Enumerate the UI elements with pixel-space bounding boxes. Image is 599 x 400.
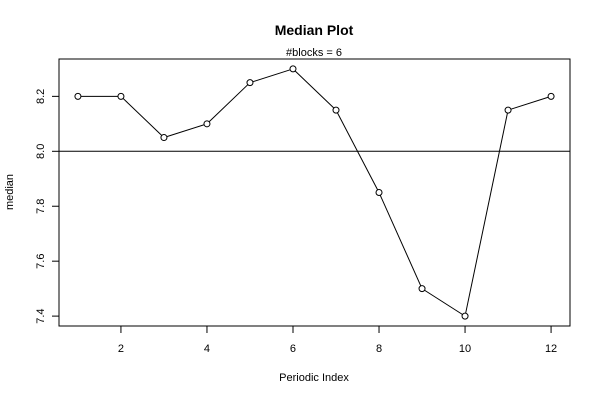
- series-segment: [465, 112, 508, 314]
- data-point: [117, 92, 125, 100]
- series-segment: [208, 84, 249, 123]
- y-tick-label: 7.6: [35, 254, 47, 269]
- series-segment: [294, 70, 335, 109]
- x-axis-label: Periodic Index: [279, 372, 349, 384]
- data-point: [418, 285, 426, 293]
- data-point: [332, 106, 340, 114]
- chart-title: Median Plot: [275, 22, 354, 38]
- series-segment: [336, 112, 379, 191]
- x-tick-label: 2: [118, 343, 124, 355]
- data-point: [547, 92, 555, 100]
- x-tick-label: 8: [376, 343, 382, 355]
- data-point: [74, 92, 82, 100]
- plot-box: [58, 58, 571, 327]
- data-point: [461, 312, 469, 320]
- x-tick-label: 6: [290, 343, 296, 355]
- chart-subtitle: #blocks = 6: [286, 47, 342, 59]
- y-tick-label: 8.0: [35, 144, 47, 159]
- series-segment: [252, 69, 291, 83]
- y-tick-label: 8.2: [35, 89, 47, 104]
- data-point: [289, 65, 297, 73]
- data-point: [375, 189, 383, 196]
- data-point: [160, 134, 168, 142]
- x-tick-label: 4: [204, 343, 210, 355]
- y-tick-label: 7.4: [35, 308, 47, 323]
- series-segment: [424, 289, 463, 315]
- data-point: [203, 120, 211, 128]
- series-segment: [379, 195, 422, 287]
- x-tick-label: 12: [545, 343, 557, 355]
- y-axis-label: median: [4, 174, 16, 210]
- series-segment: [122, 98, 163, 136]
- y-tick-label: 7.8: [35, 199, 47, 214]
- series-segment: [510, 96, 549, 110]
- x-tick-label: 10: [459, 343, 471, 355]
- data-point: [246, 79, 254, 87]
- data-point: [504, 106, 512, 114]
- series-segment: [166, 124, 205, 138]
